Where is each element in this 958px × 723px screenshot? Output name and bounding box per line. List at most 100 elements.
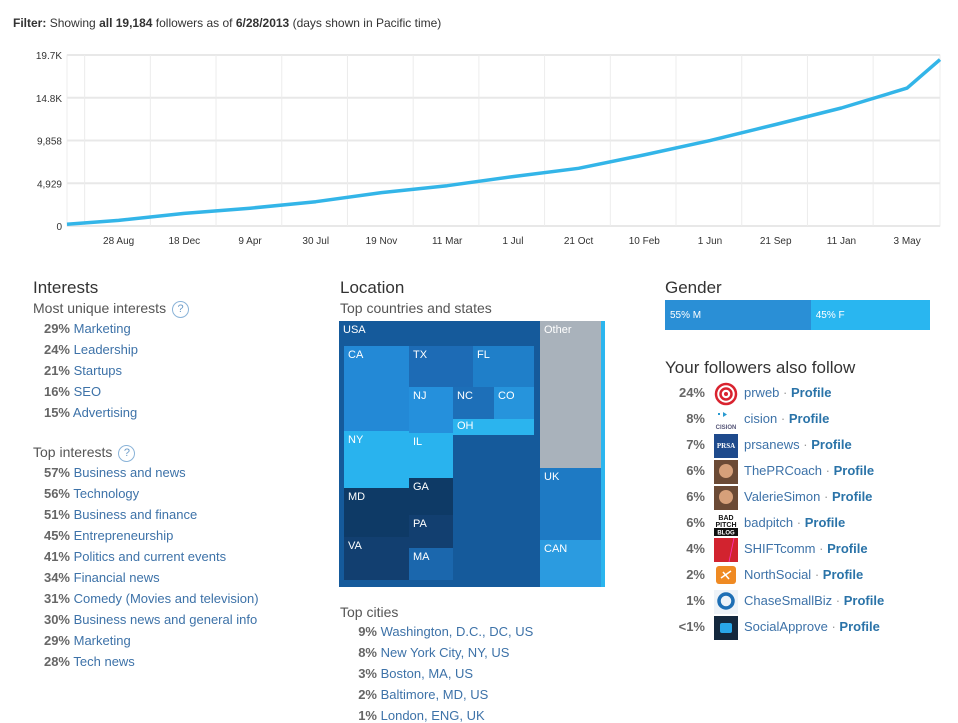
item-link[interactable]: Tech news: [73, 654, 134, 669]
prsa-icon[interactable]: PRSA: [714, 434, 738, 458]
item-link[interactable]: Business news and general info: [74, 612, 258, 627]
treemap-cell-nj[interactable]: NJ: [409, 387, 453, 433]
list-item: 9% Washington, D.C., DC, US: [340, 624, 533, 639]
percent: 15%: [33, 405, 70, 420]
account-link[interactable]: NorthSocial: [744, 567, 811, 582]
item-link[interactable]: Startups: [74, 363, 122, 378]
percent: 41%: [33, 549, 70, 564]
northsocial-icon[interactable]: [714, 564, 738, 588]
y-tick-label: 4,929: [37, 179, 62, 190]
treemap-cell-md[interactable]: MD: [344, 488, 409, 537]
item-link[interactable]: SEO: [74, 384, 101, 399]
account-link[interactable]: ValerieSimon: [744, 489, 820, 504]
treemap-cell-ny[interactable]: NY: [344, 431, 409, 488]
treemap-cell-il[interactable]: IL: [409, 433, 453, 478]
svg-text:BLOG: BLOG: [717, 530, 735, 536]
profile-link[interactable]: Profile: [832, 489, 872, 504]
list-item: 29% Marketing: [33, 633, 131, 648]
profile-link[interactable]: Profile: [834, 463, 874, 478]
location-title: Location: [340, 278, 404, 298]
item-link[interactable]: London, ENG, UK: [381, 708, 485, 723]
profile-link[interactable]: Profile: [827, 541, 867, 556]
profile-link[interactable]: Profile: [805, 515, 845, 530]
separator: ·: [797, 515, 801, 530]
percent: 29%: [33, 633, 70, 648]
follow-row: 6%ThePRCoach · Profile: [665, 459, 874, 483]
follow-row: 4%SHIFTcomm · Profile: [665, 537, 868, 561]
x-tick-label: 28 Aug: [103, 236, 134, 247]
item-link[interactable]: Business and news: [74, 465, 186, 480]
item-link[interactable]: Boston, MA, US: [381, 666, 473, 681]
item-link[interactable]: Entrepreneurship: [74, 528, 174, 543]
item-link[interactable]: Advertising: [73, 405, 137, 420]
profile-link[interactable]: Profile: [811, 437, 851, 452]
profile-link[interactable]: Profile: [839, 619, 879, 634]
profile-link[interactable]: Profile: [823, 567, 863, 582]
treemap-cell-uk[interactable]: UK: [540, 468, 601, 540]
shiftcomm-icon[interactable]: [714, 538, 738, 562]
treemap-cell-can[interactable]: CAN: [540, 540, 601, 587]
socialapprove-icon[interactable]: [714, 616, 738, 640]
account-link[interactable]: ThePRCoach: [744, 463, 822, 478]
cision-icon[interactable]: CISION: [714, 408, 738, 432]
item-link[interactable]: Financial news: [74, 570, 160, 585]
item-link[interactable]: Marketing: [74, 321, 131, 336]
account-link[interactable]: SHIFTcomm: [744, 541, 816, 556]
chase-icon[interactable]: [714, 590, 738, 614]
list-item: 29% Marketing: [33, 321, 131, 336]
account-link[interactable]: SocialApprove: [744, 619, 828, 634]
account-link[interactable]: ChaseSmallBiz: [744, 593, 832, 608]
y-tick-label: 14.8K: [36, 94, 62, 105]
percent: 34%: [33, 570, 70, 585]
treemap-cell-fl[interactable]: FL: [473, 346, 534, 387]
account-link[interactable]: prweb: [744, 385, 779, 400]
avatar-icon[interactable]: [714, 460, 738, 484]
percent: 6%: [665, 485, 705, 509]
follow-row: 24%prweb · Profile: [665, 381, 831, 405]
item-link[interactable]: Comedy (Movies and television): [74, 591, 259, 606]
item-link[interactable]: Marketing: [74, 633, 131, 648]
percent: 31%: [33, 591, 70, 606]
filter-summary: Filter: Showing all 19,184 followers as …: [13, 16, 441, 30]
percent: 45%: [33, 528, 70, 543]
item-link[interactable]: Washington, D.C., DC, US: [381, 624, 534, 639]
percent: 51%: [33, 507, 70, 522]
help-icon[interactable]: ?: [118, 445, 135, 462]
treemap-cell-va[interactable]: VA: [344, 537, 409, 580]
treemap-cell-ca[interactable]: CA: [344, 346, 409, 431]
followers-series-line: [67, 60, 940, 225]
profile-link[interactable]: Profile: [789, 411, 829, 426]
unique-interests-text: Most unique interests: [33, 300, 166, 316]
account-link[interactable]: cision: [744, 411, 777, 426]
item-link[interactable]: Leadership: [74, 342, 138, 357]
profile-link[interactable]: Profile: [844, 593, 884, 608]
treemap-cell-other[interactable]: Other: [540, 321, 601, 468]
item-link[interactable]: Technology: [73, 486, 139, 501]
follow-row: 6%ValerieSimon · Profile: [665, 485, 872, 509]
interests-title: Interests: [33, 278, 98, 298]
help-icon[interactable]: ?: [172, 301, 189, 318]
prweb-icon[interactable]: [714, 382, 738, 406]
treemap-cell-ma[interactable]: MA: [409, 548, 453, 580]
list-item: 41% Politics and current events: [33, 549, 226, 564]
x-tick-label: 21 Sep: [760, 236, 792, 247]
item-link[interactable]: Politics and current events: [74, 549, 226, 564]
treemap-cell-ga[interactable]: GA: [409, 478, 453, 515]
item-link[interactable]: New York City, NY, US: [381, 645, 510, 660]
treemap-cell-pa[interactable]: PA: [409, 515, 453, 548]
treemap-cell-oh[interactable]: OH: [453, 419, 534, 435]
percent: 1%: [665, 589, 705, 613]
list-item: 57% Business and news: [33, 465, 186, 480]
avatar-icon[interactable]: [714, 486, 738, 510]
account-link[interactable]: prsanews: [744, 437, 800, 452]
list-item: 56% Technology: [33, 486, 139, 501]
treemap-cell-co[interactable]: CO: [494, 387, 534, 419]
account-link[interactable]: badpitch: [744, 515, 793, 530]
treemap-cell-tx[interactable]: TX: [409, 346, 473, 387]
treemap-cell-nc[interactable]: NC: [453, 387, 494, 419]
profile-link[interactable]: Profile: [791, 385, 831, 400]
item-link[interactable]: Baltimore, MD, US: [381, 687, 489, 702]
item-link[interactable]: Business and finance: [74, 507, 198, 522]
